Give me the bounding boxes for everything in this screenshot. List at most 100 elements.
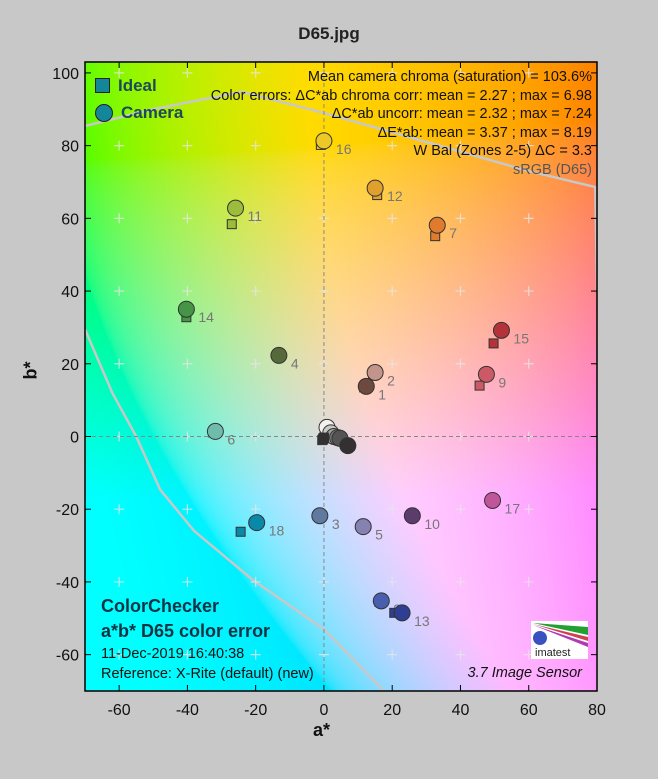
patch-15: 15 xyxy=(488,321,529,349)
x-tick-label: -60 xyxy=(108,702,131,719)
grid-marker xyxy=(114,286,125,297)
legend: Ideal Camera xyxy=(95,72,183,126)
ideal-square xyxy=(474,380,485,391)
camera-circle xyxy=(372,592,390,610)
x-tick-label: 0 xyxy=(319,702,328,719)
camera-circle xyxy=(403,507,421,525)
grid-marker xyxy=(182,213,193,224)
patch-16: 16 xyxy=(315,132,352,157)
camera-circle xyxy=(366,364,384,382)
stat-wbal: W Bal (Zones 2-5) ΔC = 3.3 xyxy=(413,143,592,159)
imatest-logo: imatest xyxy=(531,621,588,659)
camera-circle xyxy=(393,604,411,622)
stat-chroma: Mean camera chroma (saturation) = 103.6% xyxy=(307,69,592,85)
grid-marker xyxy=(114,67,125,78)
y-tick-label: 100 xyxy=(52,66,79,83)
camera-circle xyxy=(311,507,329,525)
grid-marker xyxy=(523,213,534,224)
x-tick-label: 60 xyxy=(520,702,538,719)
patch-18: 18 xyxy=(235,514,285,539)
y-axis-label: b* xyxy=(20,361,41,380)
patch-17: 17 xyxy=(484,491,520,516)
grid-marker xyxy=(250,286,261,297)
grid-marker xyxy=(250,649,261,660)
patch-label: 10 xyxy=(424,516,440,532)
grid-marker xyxy=(523,67,534,78)
info-date: 11-Dec-2019 16:40:38 xyxy=(101,646,245,662)
camera-circle xyxy=(206,422,224,440)
x-tick-label: 80 xyxy=(588,702,606,719)
grid-marker xyxy=(523,504,534,515)
patch-label: 6 xyxy=(227,431,235,447)
patch-2: 2 xyxy=(366,364,395,389)
grid-marker xyxy=(455,576,466,587)
camera-circle xyxy=(248,514,266,532)
patch-label: 15 xyxy=(513,330,529,346)
grid-marker xyxy=(455,358,466,369)
patch-label: 11 xyxy=(248,208,263,224)
camera-circle xyxy=(177,300,195,318)
grid-marker xyxy=(387,358,398,369)
x-axis-label: a* xyxy=(313,720,331,740)
patch-14: 14 xyxy=(177,300,214,325)
chart-title: D65.jpg xyxy=(298,24,360,43)
grid-marker xyxy=(114,140,125,151)
grid-marker xyxy=(114,576,125,587)
grid-marker xyxy=(114,504,125,515)
patch-5: 5 xyxy=(354,518,383,543)
info-subtitle: a*b* D65 color error xyxy=(101,621,271,641)
patch-3: 3 xyxy=(311,507,340,532)
stat-uncorr: ΔC*ab uncorr: mean = 2.32 ; max = 7.24 xyxy=(331,106,592,122)
grid-marker xyxy=(114,649,125,660)
patch-label: 5 xyxy=(375,527,383,543)
grid-marker xyxy=(182,358,193,369)
patch-6: 6 xyxy=(206,422,235,447)
stat-colorspace: sRGB (D65) xyxy=(513,161,592,178)
patch-7: 7 xyxy=(428,216,457,241)
grid-marker xyxy=(250,213,261,224)
patch-label: 4 xyxy=(291,355,299,371)
patch-label: 16 xyxy=(336,141,352,157)
y-tick-label: -20 xyxy=(56,502,79,519)
grid-marker xyxy=(455,286,466,297)
patch-10: 10 xyxy=(403,507,440,532)
camera-circle xyxy=(366,179,384,197)
grid-marker xyxy=(387,286,398,297)
patch-label: 3 xyxy=(332,516,340,532)
sensor-label: 3.7 Image Sensor xyxy=(467,665,582,681)
grid-marker xyxy=(455,213,466,224)
y-tick-label: -60 xyxy=(56,648,79,665)
ideal-square xyxy=(318,432,329,443)
grid-marker xyxy=(182,649,193,660)
camera-circle xyxy=(270,346,288,364)
grid-marker xyxy=(250,358,261,369)
grid-marker xyxy=(455,649,466,660)
grid-marker xyxy=(182,67,193,78)
grid-marker xyxy=(114,358,125,369)
patch-label: 18 xyxy=(269,523,285,539)
camera-circle xyxy=(354,518,372,536)
y-tick-label: 0 xyxy=(70,429,79,446)
camera-circle xyxy=(357,377,375,395)
grid-marker xyxy=(250,140,261,151)
patch-label: 9 xyxy=(498,374,506,390)
grid-marker xyxy=(182,576,193,587)
stat-chroma-corr: Color errors: ΔC*ab chroma corr: mean = … xyxy=(210,87,592,104)
x-tick-label: -40 xyxy=(176,702,199,719)
camera-circle xyxy=(339,437,357,455)
patch-12: 12 xyxy=(366,179,403,204)
grid-marker xyxy=(250,576,261,587)
grid-marker xyxy=(387,140,398,151)
grid-marker xyxy=(387,213,398,224)
ideal-square-icon xyxy=(95,78,110,93)
x-tick-label: -20 xyxy=(244,702,267,719)
grid-marker xyxy=(250,504,261,515)
camera-circle xyxy=(484,491,502,509)
patch-11: 11 xyxy=(226,199,263,230)
y-tick-label: 40 xyxy=(61,284,79,301)
grid-marker xyxy=(250,67,261,78)
patch-label: 14 xyxy=(198,309,214,325)
grid-marker xyxy=(182,286,193,297)
grid-marker xyxy=(523,140,534,151)
